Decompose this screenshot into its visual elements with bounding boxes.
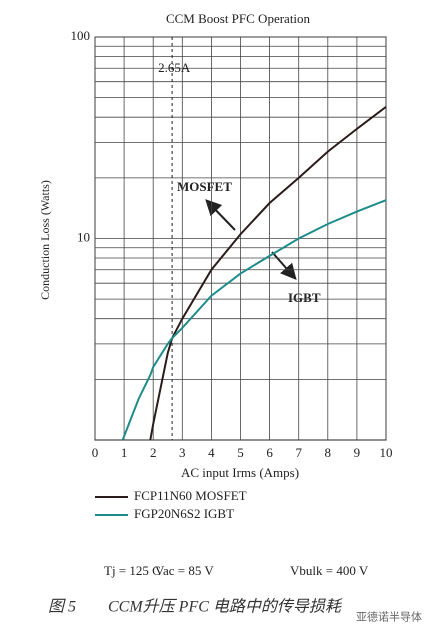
watermark: 亚德诺半导体 xyxy=(356,610,422,624)
y-tick-label: 10 xyxy=(77,229,90,244)
y-tick-label: 100 xyxy=(71,28,91,43)
x-tick-label: 9 xyxy=(354,445,361,460)
x-tick-label: 6 xyxy=(266,445,273,460)
x-tick-label: 8 xyxy=(325,445,332,460)
legend-label: FCP11N60 MOSFET xyxy=(134,488,247,503)
x-tick-label: 0 xyxy=(92,445,99,460)
caption: 图 5 CCM升压 PFC 电路中的传导损耗 xyxy=(48,598,343,616)
condition: Vac = 85 V xyxy=(155,563,214,578)
series-line xyxy=(149,106,387,441)
annotation: IGBT xyxy=(288,290,321,305)
x-tick-label: 7 xyxy=(295,445,302,460)
series-line xyxy=(121,199,387,441)
reference-label: 2.65A xyxy=(158,60,191,75)
condition: Tj = 125 C xyxy=(104,563,161,578)
x-tick-label: 3 xyxy=(179,445,186,460)
x-tick-label: 5 xyxy=(237,445,244,460)
arrow xyxy=(271,251,297,281)
x-tick-label: 1 xyxy=(121,445,128,460)
chart-title: CCM Boost PFC Operation xyxy=(166,11,311,26)
arrow xyxy=(205,199,236,231)
y-axis-label: Conduction Loss (Watts) xyxy=(38,180,52,300)
x-tick-label: 10 xyxy=(380,445,393,460)
condition: Vbulk = 400 V xyxy=(290,563,369,578)
x-tick-label: 2 xyxy=(150,445,157,460)
legend-label: FGP20N6S2 IGBT xyxy=(134,506,234,521)
x-axis-label: AC input Irms (Amps) xyxy=(181,465,299,480)
x-tick-label: 4 xyxy=(208,445,215,460)
annotation: MOSFET xyxy=(177,179,232,194)
